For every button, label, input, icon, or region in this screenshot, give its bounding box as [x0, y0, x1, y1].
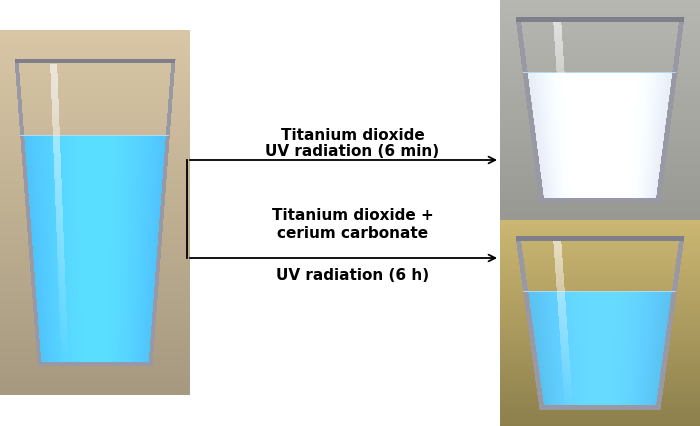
Text: cerium carbonate: cerium carbonate	[277, 225, 428, 241]
Text: UV radiation (6 h): UV radiation (6 h)	[276, 268, 429, 283]
Text: Titanium dioxide +: Titanium dioxide +	[272, 208, 433, 224]
Text: Titanium dioxide: Titanium dioxide	[281, 127, 424, 143]
Text: UV radiation (6 min): UV radiation (6 min)	[265, 144, 440, 159]
